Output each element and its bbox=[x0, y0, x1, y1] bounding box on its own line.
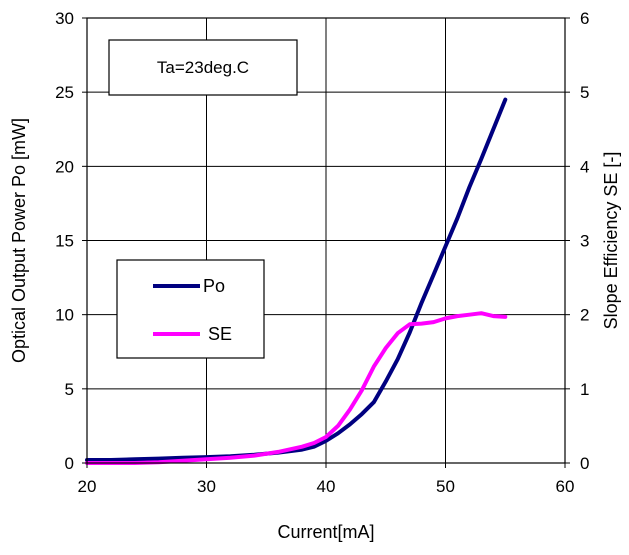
x-tick-label: 40 bbox=[317, 477, 336, 496]
y-right-tick-label: 1 bbox=[580, 380, 589, 399]
x-tick-label: 60 bbox=[556, 477, 575, 496]
y-right-tick-label: 6 bbox=[580, 9, 589, 28]
x-tick-label: 20 bbox=[78, 477, 97, 496]
y-left-tick-label: 10 bbox=[55, 306, 74, 325]
y-right-tick-label: 5 bbox=[580, 83, 589, 102]
legend-se-label: SE bbox=[208, 324, 232, 344]
series-line-se bbox=[85, 311, 508, 465]
y-axis-left-title: Optical Output Power Po [mW] bbox=[9, 118, 29, 363]
y-right-tick-label: 4 bbox=[580, 157, 589, 176]
legend-frame bbox=[116, 259, 265, 359]
annotation-box: Ta=23deg.C bbox=[108, 39, 298, 96]
y-left-tick-label: 30 bbox=[55, 9, 74, 28]
x-tick-label: 30 bbox=[197, 477, 216, 496]
legend: Po SE bbox=[116, 259, 265, 359]
y-left-tick-label: 0 bbox=[65, 454, 74, 473]
annotation-frame bbox=[108, 39, 298, 96]
annotation-text: Ta=23deg.C bbox=[157, 58, 249, 77]
y-axis-right-title: Slope Efficiency SE [-] bbox=[601, 152, 621, 330]
x-tick-label: 50 bbox=[436, 477, 455, 496]
series-lines bbox=[85, 97, 508, 465]
y-left-tick-label: 15 bbox=[55, 232, 74, 251]
x-axis-title: Current[mA] bbox=[277, 522, 374, 542]
y-left-tick-label: 20 bbox=[55, 157, 74, 176]
series-line-po bbox=[85, 97, 508, 462]
y-right-tick-label: 3 bbox=[580, 232, 589, 251]
y-left-tick-label: 25 bbox=[55, 83, 74, 102]
axis-ticks: 20 30 40 50 60 0 5 10 15 20 25 30 0 1 2 3 4 5 6 bbox=[55, 9, 589, 496]
y-right-tick-label: 0 bbox=[580, 454, 589, 473]
y-right-tick-label: 2 bbox=[580, 306, 589, 325]
legend-po-label: Po bbox=[203, 276, 225, 296]
y-left-tick-label: 5 bbox=[65, 380, 74, 399]
